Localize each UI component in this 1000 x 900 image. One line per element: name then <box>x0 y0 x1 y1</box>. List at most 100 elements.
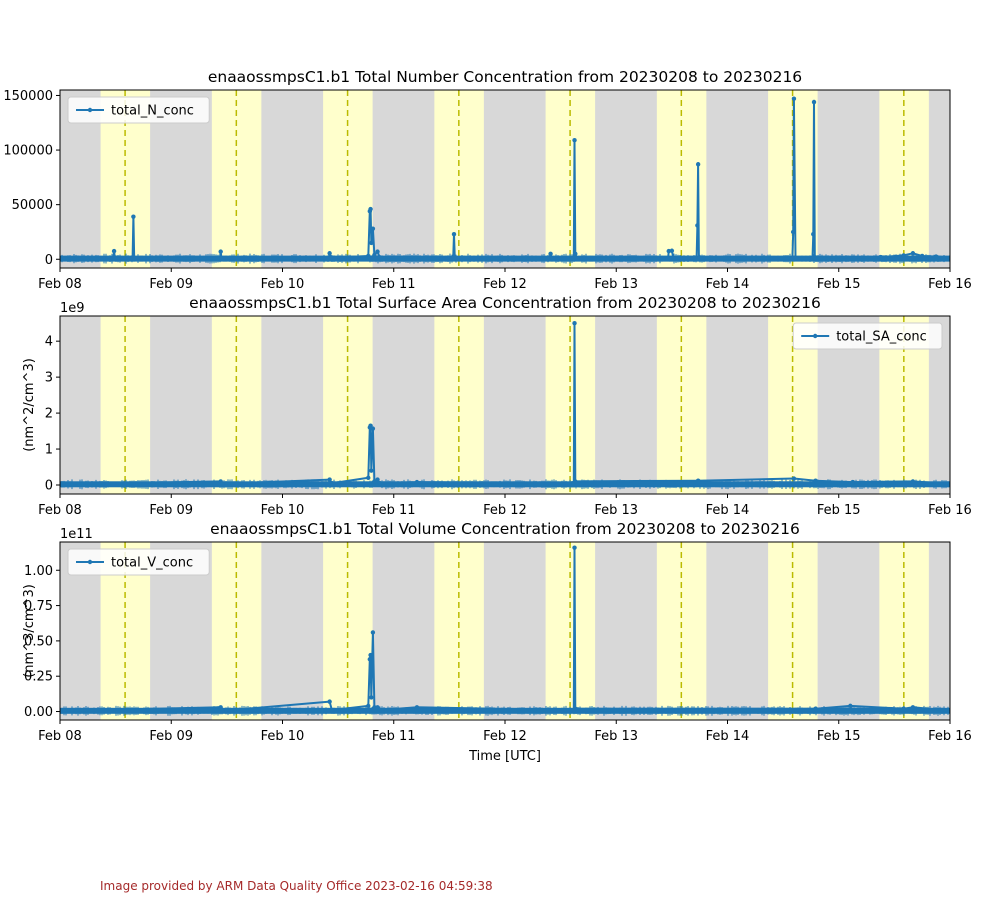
data-point <box>573 479 578 484</box>
data-point <box>671 256 676 261</box>
data-point <box>367 657 373 662</box>
x-tick-label: Feb 12 <box>483 503 527 518</box>
data-point <box>571 256 576 261</box>
data-point <box>366 253 371 259</box>
data-point <box>813 478 818 483</box>
data-point <box>910 251 916 256</box>
data-point <box>910 479 916 484</box>
daylight-band <box>434 316 484 494</box>
data-point <box>327 251 332 256</box>
data-point <box>131 214 136 219</box>
x-tick-label: Feb 13 <box>594 729 638 744</box>
legend-marker <box>87 559 93 565</box>
daylight-band <box>323 316 373 494</box>
panels: 0 50000 100000 150000 Feb 08 Feb 09 Feb 10 Feb … <box>3 68 971 764</box>
data-point <box>572 138 577 143</box>
data-point <box>414 705 420 710</box>
data-point <box>366 703 371 709</box>
x-axis-label: Time [UTC] <box>468 749 541 764</box>
x-tick-label: Feb 09 <box>149 503 193 518</box>
data-point <box>372 705 377 710</box>
y-tick-label: 1.00 <box>24 564 53 579</box>
data-point <box>548 251 553 257</box>
data-point <box>573 706 578 711</box>
x-tick-label: Feb 13 <box>594 277 638 292</box>
daylight-band <box>545 90 596 268</box>
legend: total_N_conc <box>67 96 210 124</box>
y-offset-text: 1e9 <box>60 301 85 316</box>
data-point <box>452 256 457 261</box>
y-tick-label: 50000 <box>12 198 53 213</box>
y-tick-label: 0 <box>45 479 53 494</box>
data-point <box>368 652 373 658</box>
legend-marker <box>813 333 818 339</box>
data-point <box>369 468 374 473</box>
data-point <box>372 252 377 258</box>
legend: total_SA_conc <box>792 322 943 350</box>
data-point <box>549 256 554 261</box>
data-point <box>220 481 225 487</box>
x-tick-label: Feb 15 <box>817 503 861 518</box>
y-tick-label: 150000 <box>3 89 53 104</box>
data-point <box>850 479 855 485</box>
x-tick-label: Feb 13 <box>594 503 638 518</box>
daylight-band <box>768 542 818 720</box>
x-tick-label: Feb 10 <box>261 729 305 744</box>
data-point <box>375 249 380 254</box>
daylight-band <box>656 542 707 720</box>
x-tick-label: Feb 09 <box>149 729 193 744</box>
daylight-band <box>434 542 484 720</box>
data-point <box>369 695 374 700</box>
data-point <box>947 708 950 714</box>
daylight-band <box>879 542 929 720</box>
series-total_N_conc <box>60 96 950 264</box>
data-point <box>848 703 853 709</box>
data-point <box>572 545 577 550</box>
data-point <box>220 708 225 714</box>
data-point <box>370 226 376 231</box>
legend-box <box>67 548 210 576</box>
daylight-band <box>211 90 262 268</box>
data-point <box>910 705 916 710</box>
chart-title: enaaossmpsC1.b1 Total Number Concentrati… <box>208 68 802 86</box>
data-point <box>933 254 939 259</box>
data-point <box>218 705 223 710</box>
data-point <box>695 162 701 167</box>
daylight-band <box>545 316 596 494</box>
data-point <box>377 255 383 260</box>
x-tick-label: Feb 09 <box>149 277 193 292</box>
series-total_SA_conc <box>60 320 950 490</box>
legend-label: total_N_conc <box>111 104 194 119</box>
daylight-band <box>434 90 484 268</box>
data-point <box>328 255 334 260</box>
data-point <box>329 707 335 713</box>
daylight-band <box>323 90 373 268</box>
x-tick-label: Feb 12 <box>483 729 527 744</box>
data-point <box>812 255 818 261</box>
x-tick-label: Feb 12 <box>483 277 527 292</box>
legend-box <box>67 96 210 124</box>
data-point <box>414 479 420 485</box>
x-tick-label: Feb 16 <box>928 503 972 518</box>
y-tick-label: 1 <box>45 443 53 458</box>
y-tick-label: 4 <box>45 335 53 350</box>
data-point <box>370 630 376 635</box>
data-point <box>60 256 63 261</box>
data-point <box>696 256 702 261</box>
x-tick-label: Feb 14 <box>706 277 750 292</box>
data-point <box>901 253 906 258</box>
x-tick-label: Feb 08 <box>38 503 82 518</box>
data-point <box>377 481 383 486</box>
data-point <box>791 476 797 481</box>
series-total_V_conc <box>60 545 950 716</box>
series-noise <box>60 705 950 716</box>
x-tick-label: Feb 16 <box>928 277 972 292</box>
daylight-band <box>211 542 262 720</box>
data-point <box>791 96 797 101</box>
footer-credit: Image provided by ARM Data Quality Offic… <box>100 879 493 893</box>
x-tick-label: Feb 11 <box>372 729 416 744</box>
daylight-band <box>879 90 929 268</box>
data-point <box>947 255 950 260</box>
chart-panel-3: 0.00 0.25 0.50 0.75 1.00 Feb 08 Feb 09 Feb 10 Fe… <box>22 520 972 764</box>
y-tick-label: 0 <box>45 253 53 268</box>
